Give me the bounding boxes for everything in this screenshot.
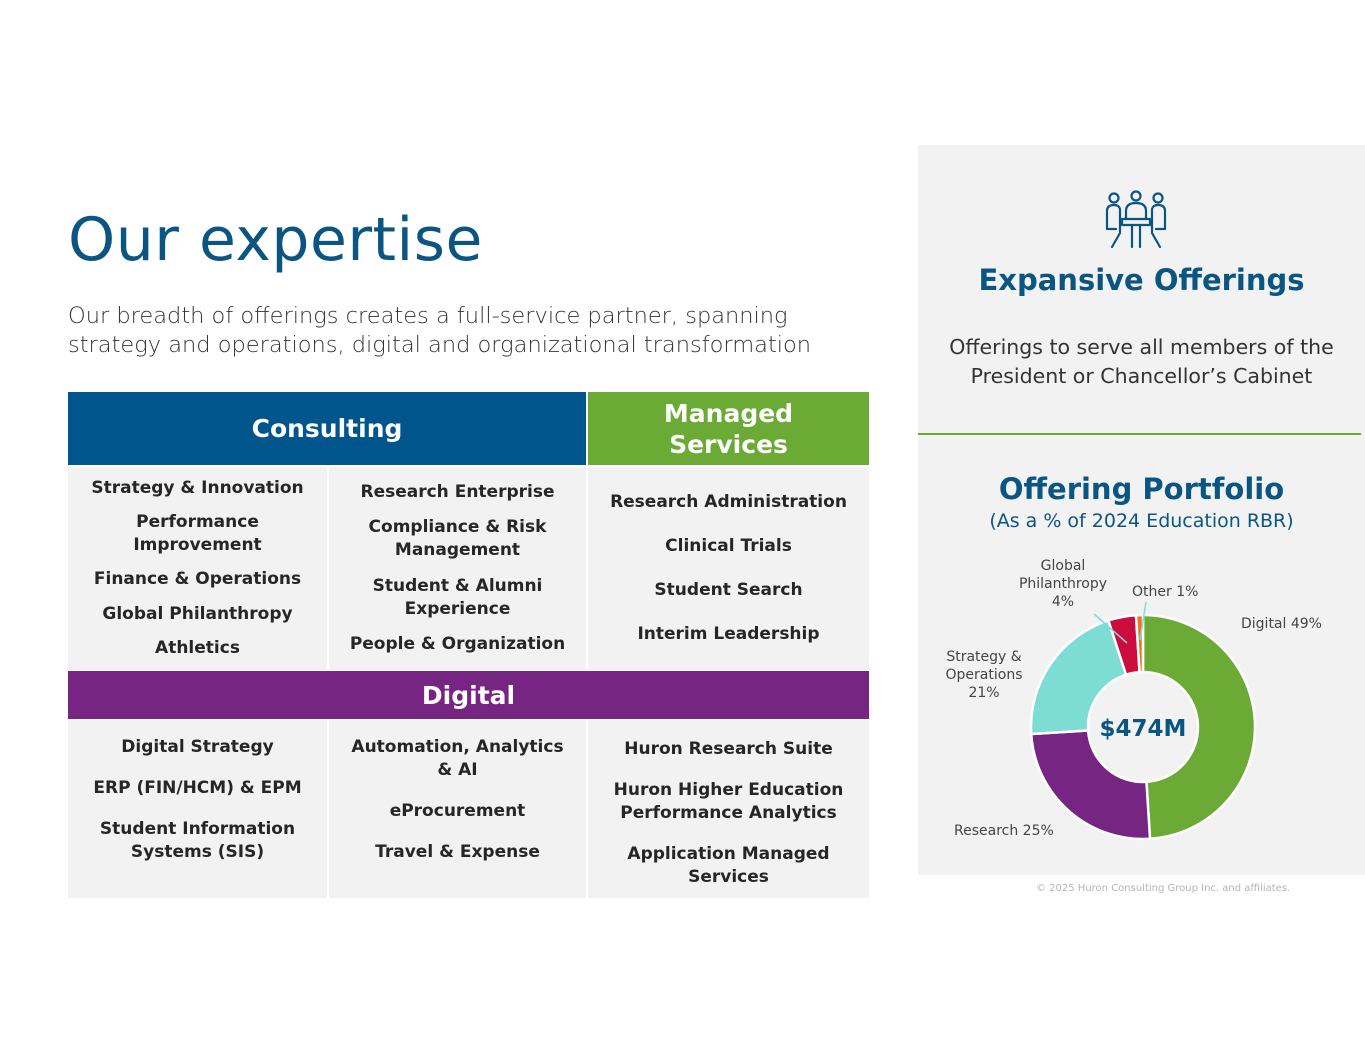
copyright-text: © 2025 Huron Consulting Group Inc. and a… bbox=[1036, 883, 1291, 894]
list-item: Global Philanthropy bbox=[102, 603, 293, 624]
slice-label: Other 1% bbox=[1132, 584, 1198, 600]
leader-line bbox=[1139, 601, 1147, 641]
list-item: Research Enterprise bbox=[360, 482, 555, 503]
list-item: Huron Research Suite bbox=[624, 739, 833, 759]
list-item: Interim Leadership bbox=[637, 623, 820, 644]
list-item: Clinical Trials bbox=[665, 536, 792, 557]
offerings-panel: Expansive Offerings Offerings to serve a… bbox=[918, 145, 1365, 875]
list-item: Student & Alumni Experience bbox=[372, 575, 543, 619]
leader-line bbox=[1093, 613, 1128, 644]
slice-research bbox=[1029, 729, 1152, 841]
list-item: People & Organization bbox=[349, 633, 566, 654]
expansive-offerings-title: Expansive Offerings bbox=[978, 263, 1305, 297]
slice-label: Global Philanthropy 4% bbox=[1019, 558, 1107, 610]
offering-portfolio-subtitle: (As a % of 2024 Education RBR) bbox=[989, 510, 1294, 532]
list-item: Student Search bbox=[654, 579, 803, 600]
divider bbox=[918, 433, 1361, 435]
slice-label: Strategy & Operations 21% bbox=[946, 649, 1023, 701]
slice-digital bbox=[1141, 613, 1257, 841]
donut-center-label: $474M bbox=[1100, 716, 1187, 742]
list-item: Research Administration bbox=[610, 492, 847, 513]
slice-label: Digital 49% bbox=[1241, 616, 1322, 632]
digital-header: Digital bbox=[68, 671, 869, 719]
people-meeting-icon bbox=[1105, 190, 1167, 249]
expansive-offerings-text: Offerings to serve all members of the Pr… bbox=[949, 335, 1334, 388]
digital-column-2: Automation, Analytics & AI eProcurement … bbox=[329, 720, 586, 898]
managed-services-column: Research Administration Clinical Trials … bbox=[588, 467, 869, 670]
list-item: Compliance & Risk Management bbox=[368, 517, 547, 561]
list-item: eProcurement bbox=[389, 801, 526, 821]
list-item: Huron Higher Education Performance Analy… bbox=[613, 780, 844, 823]
list-item: Travel & Expense bbox=[375, 842, 540, 862]
portfolio-donut-chart: Digital 49% Research 25% Strategy & Operati… bbox=[946, 558, 1322, 841]
list-item: ERP (FIN/HCM) & EPM bbox=[93, 778, 302, 798]
consulting-column-1: Strategy & Innovation Performance Improv… bbox=[68, 467, 327, 670]
managed-services-header: Managed Services bbox=[588, 392, 869, 465]
consulting-header: Consulting bbox=[68, 392, 586, 465]
list-item: Application Managed Services bbox=[627, 844, 830, 887]
list-item: Athletics bbox=[155, 638, 240, 659]
offering-portfolio-title: Offering Portfolio bbox=[998, 472, 1285, 506]
list-item: Performance Improvement bbox=[133, 512, 262, 556]
consulting-column-2: Research Enterprise Compliance & Risk Ma… bbox=[329, 467, 586, 670]
digital-column-1: Digital Strategy ERP (FIN/HCM) & EPM Stu… bbox=[68, 720, 327, 898]
digital-column-3: Huron Research Suite Huron Higher Educat… bbox=[588, 720, 869, 898]
list-item: Finance & Operations bbox=[93, 569, 302, 590]
expertise-grid: Consulting Managed Services Strategy & I… bbox=[68, 392, 869, 898]
list-item: Automation, Analytics & AI bbox=[351, 737, 564, 780]
list-item: Student Information Systems (SIS) bbox=[99, 819, 296, 862]
list-item: Digital Strategy bbox=[121, 737, 274, 757]
page-title: Our expertise bbox=[68, 205, 483, 275]
slice-label: Research 25% bbox=[954, 823, 1054, 839]
page-subtitle: Our breadth of offerings creates a full-… bbox=[68, 303, 812, 358]
list-item: Strategy & Innovation bbox=[91, 477, 304, 498]
